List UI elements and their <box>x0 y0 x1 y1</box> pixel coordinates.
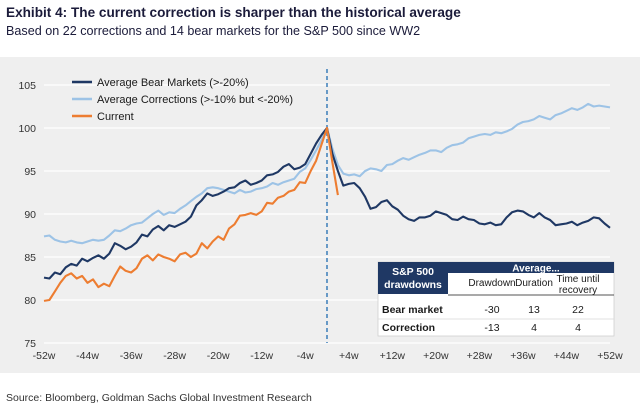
y-tick-label: 105 <box>18 80 36 92</box>
x-tick-label: -20w <box>207 350 230 362</box>
table-corner-cell <box>378 262 448 294</box>
chart-svg: 75 80 85 90 95 100 105 -52w -44w -36w -28w -20w -12… <box>18 69 623 362</box>
y-tick-label: 95 <box>24 166 36 178</box>
x-tick-label: -52w <box>33 350 56 362</box>
table-cell: -13 <box>484 322 499 334</box>
x-tick-label: -28w <box>163 350 186 362</box>
x-tick-label: -36w <box>120 350 143 362</box>
exhibit-title: Exhibit 4: The current correction is sha… <box>6 5 461 20</box>
x-tick-label: -44w <box>76 350 99 362</box>
table-row-label: Correction <box>382 322 435 334</box>
source-note: Source: Bloomberg, Goldman Sachs Global … <box>6 392 312 404</box>
y-tick-label: 80 <box>24 295 36 307</box>
table-cell: 4 <box>575 322 581 334</box>
table-cell: -30 <box>484 304 499 316</box>
y-tick-label: 90 <box>24 209 36 221</box>
x-tick-label: +20w <box>423 350 449 362</box>
y-tick-label: 100 <box>18 123 36 135</box>
series-line-1 <box>43 102 611 245</box>
table-corner-title: S&P 500 <box>392 266 434 278</box>
x-tick-label: +52w <box>597 350 623 362</box>
legend: Average Bear Markets (>-20%) Average Corr… <box>72 77 293 123</box>
table-column-header: Time until <box>557 274 600 285</box>
table-cell: 22 <box>572 304 584 316</box>
x-tick-label: +36w <box>510 350 536 362</box>
table-column-header: Drawdown <box>468 278 515 289</box>
x-tick-label: -4w <box>297 350 314 362</box>
table-row-label: Bear market <box>382 304 443 316</box>
table-cell: 4 <box>531 322 537 334</box>
y-axis-ticks: 75 80 85 90 95 100 105 <box>18 80 36 350</box>
chart-panel: 75 80 85 90 95 100 105 -52w -44w -36w -28w -20w -12… <box>0 57 640 373</box>
table-group-header: Average... <box>512 264 560 275</box>
table-cell: 13 <box>528 304 540 316</box>
table-column-header: Duration <box>515 278 553 289</box>
legend-label: Current <box>97 111 134 123</box>
x-axis-ticks: -52w -44w -36w -28w -20w -12w -4w +4w +12w +20w +2… <box>33 350 623 362</box>
series-layer <box>43 102 611 302</box>
table-column-header: recovery <box>559 285 597 296</box>
table-corner-title: drawdowns <box>384 279 442 291</box>
legend-label: Average Corrections (>-10% but <-20%) <box>97 94 293 106</box>
exhibit-subtitle: Based on 22 corrections and 14 bear mark… <box>6 24 421 38</box>
table-group-header-bar <box>448 262 614 273</box>
x-tick-label: +44w <box>554 350 580 362</box>
x-tick-label: -12w <box>250 350 273 362</box>
x-tick-label: +12w <box>380 350 406 362</box>
y-tick-label: 75 <box>24 338 36 350</box>
series-line-2 <box>43 126 339 302</box>
x-tick-label: +28w <box>467 350 493 362</box>
legend-label: Average Bear Markets (>-20%) <box>97 77 249 89</box>
x-tick-label: +4w <box>339 350 359 362</box>
y-tick-label: 85 <box>24 252 36 264</box>
